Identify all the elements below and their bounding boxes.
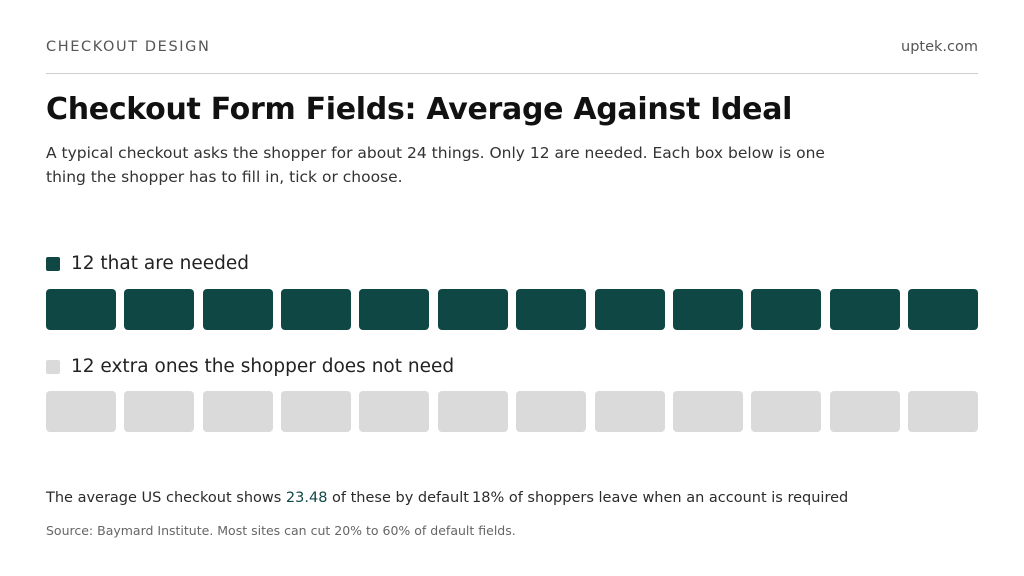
extra-field-box	[46, 391, 116, 432]
extra-field-box	[672, 391, 743, 432]
needed-field-box	[672, 289, 743, 330]
page-title: Checkout Form Fields: Average Against Id…	[46, 92, 793, 127]
needed-swatch	[46, 256, 60, 271]
needed-field-box	[829, 289, 900, 330]
extra-field-box	[908, 391, 978, 432]
stat-a-value: 23.48	[285, 490, 328, 506]
abandonment-stat: 18% of shoppers leave when an account is…	[472, 490, 849, 506]
source-note: Source: Baymard Institute. Most sites ca…	[46, 523, 516, 538]
stat-a-prefix: The average US checkout shows	[46, 490, 286, 506]
needed-field-box	[516, 289, 587, 330]
kicker-label: CHECKOUT DESIGN	[46, 39, 211, 55]
page-subtitle: A typical checkout asks the shopper for …	[46, 144, 825, 186]
needed-field-box	[359, 289, 430, 330]
legend-extra: 12 extra ones the shopper does not need	[46, 356, 454, 377]
needed-field-box	[437, 289, 508, 330]
extra-swatch	[46, 359, 60, 374]
extra-field-box	[359, 391, 430, 432]
needed-field-box	[202, 289, 273, 330]
needed-field-box	[594, 289, 665, 330]
extra-field-box	[594, 391, 665, 432]
extra-field-box	[281, 391, 352, 432]
extra-boxes	[46, 391, 978, 433]
extra-field-box	[124, 391, 195, 432]
needed-field-box	[908, 289, 978, 330]
header-divider	[46, 73, 978, 74]
needed-field-box	[46, 289, 116, 330]
site-url[interactable]: uptek.com	[901, 39, 978, 55]
legend-extra-label: 12 extra ones the shopper does not need	[71, 356, 455, 377]
legend-needed-label: 12 that are needed	[71, 253, 250, 274]
legend-needed: 12 that are needed	[46, 253, 249, 274]
extra-field-box	[202, 391, 273, 432]
extra-field-box	[437, 391, 508, 432]
stat-a-suffix: of these by default	[327, 490, 469, 506]
needed-boxes	[46, 289, 978, 331]
needed-field-box	[281, 289, 352, 330]
extra-field-box	[829, 391, 900, 432]
average-fields-stat: The average US checkout shows 23.48 of t…	[46, 490, 469, 506]
extra-field-box	[516, 391, 587, 432]
extra-field-box	[751, 391, 822, 432]
needed-field-box	[751, 289, 822, 330]
needed-field-box	[124, 289, 195, 330]
